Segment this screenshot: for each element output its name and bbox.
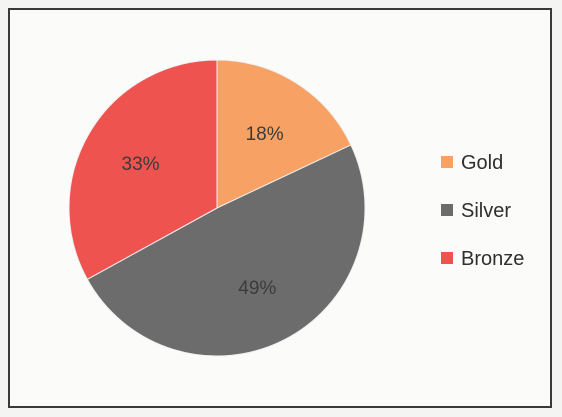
legend-swatch-gold xyxy=(441,156,453,168)
legend-swatch-silver xyxy=(441,204,453,216)
legend-swatch-bronze xyxy=(441,252,453,264)
pie-slice-bronze xyxy=(68,59,218,280)
pie-slice-silver xyxy=(86,144,366,357)
slice-label-bronze: 33% xyxy=(122,154,160,175)
pie-slice-labels: 18% 49% 33% xyxy=(122,124,284,299)
pie-slices xyxy=(68,59,366,357)
slice-label-silver: 49% xyxy=(238,278,276,299)
slice-label-gold: 18% xyxy=(246,124,284,145)
legend-label-bronze: Bronze xyxy=(461,248,524,270)
legend-label-gold: Gold xyxy=(461,152,503,174)
legend-label-silver: Silver xyxy=(461,200,511,222)
pie-slice-gold xyxy=(216,59,352,209)
legend: Gold Silver Bronze xyxy=(441,152,524,270)
